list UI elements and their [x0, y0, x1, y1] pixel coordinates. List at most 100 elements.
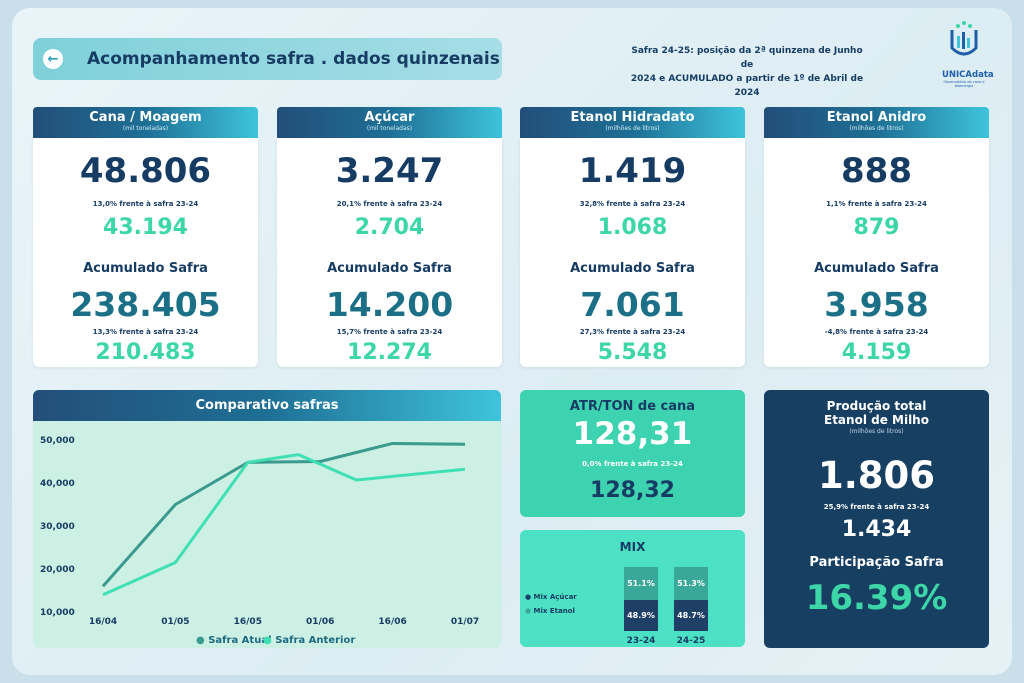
y-tick-label: 10,000 — [40, 608, 75, 618]
accumulated-variation: 27,3% frente à safra 23-24 — [579, 328, 686, 336]
x-tick-label: 01/07 — [451, 617, 479, 627]
participation-label: Participação Safra — [809, 555, 944, 570]
legend-dot-icon: ● — [263, 635, 272, 646]
mix-title: MIX — [619, 540, 646, 554]
quinzena-value: 3.247 — [335, 151, 444, 191]
accumulated-variation: 15,7% frente à safra 23-24 — [336, 328, 443, 336]
card-title: Cana / Moagem — [89, 110, 202, 125]
card-etanol-hidratado: Etanol Hidradato (milhões de litros) 1.4… — [520, 107, 745, 367]
quinzena-previous-value: 2.704 — [354, 215, 425, 240]
x-tick-label: 16/04 — [89, 617, 117, 627]
y-tick-label: 30,000 — [40, 522, 75, 532]
mix-bar-acucar-24-25: 51.3% — [674, 567, 708, 600]
quinzena-variation: 13,0% frente à safra 23-24 — [92, 200, 199, 208]
x-tick-label: 16/06 — [378, 617, 406, 627]
card-acucar: Açúcar (mil toneladas) 3.247 20,1% frent… — [277, 107, 502, 367]
arrow-left-icon[interactable]: ← — [43, 49, 63, 69]
accumulated-label: Acumulado Safra — [570, 261, 695, 276]
card-header: Açúcar (mil toneladas) — [277, 107, 502, 138]
legend-label: Safra Anterior — [275, 635, 356, 646]
accumulated-previous-value: 4.159 — [841, 340, 912, 365]
mix-bar-etanol-23-24: 48.9% — [624, 599, 658, 631]
quinzena-previous-value: 43.194 — [103, 215, 188, 240]
y-tick-label: 40,000 — [40, 479, 75, 489]
card-header: Etanol Hidradato (milhões de litros) — [520, 107, 745, 138]
legend-safra-anterior: ● Safra Anterior — [263, 635, 355, 646]
legend-dot-icon: ● — [196, 635, 205, 646]
card-title: Etanol Hidradato — [570, 110, 695, 125]
card-body: 888 1,1% frente à safra 23-24 879 Acumul… — [764, 138, 989, 367]
legend-dot-icon: ● — [525, 593, 532, 601]
atr-variation: 0,0% frente à safra 23-24 — [582, 460, 683, 468]
quinzena-variation: 1,1% frente à safra 23-24 — [826, 200, 927, 208]
milho-variation: 25,9% frente à safra 23-24 — [823, 503, 930, 511]
accumulated-previous-value: 5.548 — [597, 340, 668, 365]
legend-safra-atual: ● Safra Atual — [196, 635, 272, 646]
card-etanol-anidro: Etanol Anidro (milhões de litros) 888 1,… — [764, 107, 989, 367]
accumulated-label: Acumulado Safra — [814, 261, 939, 276]
card-body: 48.806 13,0% frente à safra 23-24 43.194… — [33, 138, 258, 367]
atr-ton-card: ATR/TON de cana 128,31 0,0% frente à saf… — [520, 390, 745, 517]
quinzena-value: 48.806 — [79, 151, 212, 191]
card-header: Etanol Anidro (milhões de litros) — [764, 107, 989, 138]
accumulated-value: 238.405 — [70, 285, 221, 324]
y-tick-label: 50,000 — [40, 436, 75, 446]
accumulated-previous-value: 210.483 — [95, 340, 196, 365]
card-unit: (milhões de litros) — [605, 125, 660, 132]
mix-card: MIX ● Mix Açúcar ● Mix Etanol 51.1% 48.9… — [520, 530, 745, 647]
legend-label: Mix Açúcar — [533, 593, 577, 601]
card-body: 1.419 32,8% frente à safra 23-24 1.068 A… — [520, 138, 745, 367]
logo-subtext: Observatório da cana e bioenergia — [943, 80, 985, 88]
accumulated-previous-value: 12.274 — [347, 340, 432, 365]
x-tick-label: 01/06 — [306, 617, 334, 627]
x-tick-label: 01/05 — [161, 617, 189, 627]
card-cana-moagem: Cana / Moagem (mil toneladas) 48.806 13,… — [33, 107, 258, 367]
milho-current-value: 1.806 — [817, 454, 936, 497]
subtitle-line-2: 2024 e ACUMULADO a partir de 1º de Abril… — [630, 74, 864, 98]
comparativo-safras-chart: Comparativo safras 50,000 40,000 30,000 20,… — [33, 390, 501, 648]
accumulated-variation: -4,8% frente à safra 23-24 — [824, 328, 929, 336]
legend-label: Safra Atual — [208, 635, 272, 646]
mix-bar-etanol-24-25: 48.7% — [674, 599, 708, 631]
legend-label: Mix Etanol — [533, 607, 575, 615]
header-title-bar: ← Acompanhamento safra . dados quinzenai… — [33, 38, 502, 80]
milho-previous-value: 1.434 — [841, 517, 912, 542]
milho-unit: (milhões de litros) — [849, 428, 904, 435]
subtitle-line-1: Safra 24-25: posição da 2ª quinzena de J… — [631, 46, 863, 70]
atr-current-value: 128,31 — [572, 416, 693, 452]
x-tick-label: 16/05 — [234, 617, 262, 627]
accumulated-variation: 13,3% frente à safra 23-24 — [92, 328, 199, 336]
card-title: Açúcar — [364, 110, 415, 125]
page-title: Acompanhamento safra . dados quinzenais — [87, 49, 500, 69]
line-chart-svg: 50,000 40,000 30,000 20,000 10,000 16/04 01/05… — [40, 436, 479, 627]
atr-previous-value: 128,32 — [590, 478, 675, 503]
quinzena-value: 888 — [841, 151, 912, 191]
series-line-safra-atual — [101, 441, 466, 588]
accumulated-label: Acumulado Safra — [83, 261, 208, 276]
card-unit: (milhões de litros) — [849, 125, 904, 132]
quinzena-value: 1.419 — [578, 151, 687, 191]
mix-bar-acucar-23-24: 51.1% — [624, 567, 658, 600]
etanol-milho-card: Produção total Etanol de Milho (milhões … — [764, 390, 989, 648]
mix-year-label: 23-24 — [626, 636, 656, 646]
card-unit: (mil toneladas) — [122, 125, 169, 132]
card-title: Etanol Anidro — [826, 110, 927, 125]
mix-year-label: 24-25 — [676, 636, 706, 646]
mix-legend-etanol: ● Mix Etanol — [525, 607, 575, 615]
logo-text: UNICAdata — [942, 70, 994, 80]
legend-dot-icon: ● — [525, 607, 532, 615]
quinzena-previous-value: 1.068 — [597, 215, 668, 240]
logo-mark-icon — [950, 21, 978, 56]
atr-title: ATR/TON de cana — [569, 399, 696, 414]
unicadata-logo: UNICAdata Observatório da cana e bioener… — [942, 20, 994, 100]
accumulated-value: 14.200 — [325, 285, 454, 324]
mix-legend-acucar: ● Mix Açúcar — [525, 593, 577, 601]
quinzena-variation: 32,8% frente à safra 23-24 — [579, 200, 686, 208]
card-body: 3.247 20,1% frente à safra 23-24 2.704 A… — [277, 138, 502, 367]
period-subtitle: Safra 24-25: posição da 2ª quinzena de J… — [627, 44, 867, 100]
accumulated-label: Acumulado Safra — [327, 261, 452, 276]
accumulated-value: 7.061 — [580, 285, 685, 324]
dashboard-frame: ← Acompanhamento safra . dados quinzenai… — [12, 8, 1012, 675]
milho-title-line-2: Etanol de Milho — [824, 413, 929, 427]
chart-title: Comparativo safras — [33, 390, 501, 421]
